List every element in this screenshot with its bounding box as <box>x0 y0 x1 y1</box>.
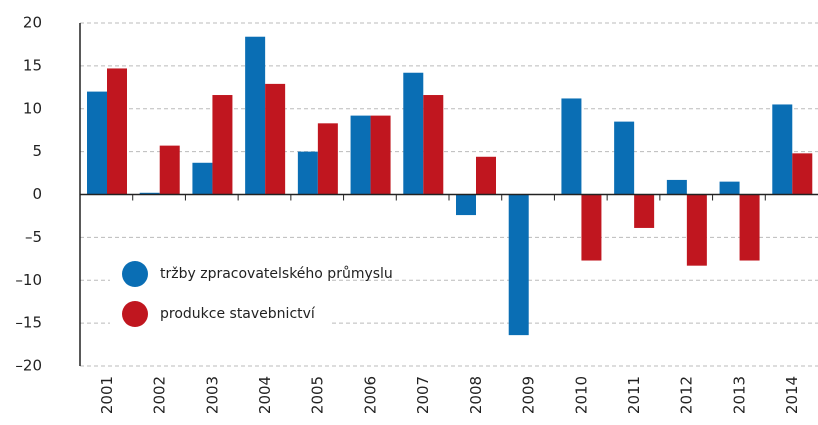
x-tick-label: 2005 <box>309 376 327 414</box>
legend-label: produkce stavebnictví <box>160 306 316 322</box>
bar <box>107 68 127 195</box>
legend-label: tržby zpracovatelského průmyslu <box>160 266 393 282</box>
bar <box>403 72 424 195</box>
x-tick-label: 2014 <box>783 376 801 414</box>
legend-marker <box>122 261 148 287</box>
bar <box>666 179 687 195</box>
x-tick-label: 2010 <box>572 376 590 414</box>
bar <box>772 104 793 195</box>
x-tick-label: 2009 <box>520 376 538 414</box>
y-tick-label: 15 <box>23 56 42 74</box>
bar <box>686 194 707 266</box>
y-tick-label: 10 <box>23 99 42 117</box>
bar <box>350 115 371 195</box>
bar <box>476 156 496 195</box>
bar <box>159 145 180 195</box>
y-tick-label: 5 <box>32 142 42 160</box>
y-tick-label: 0 <box>32 185 42 203</box>
bar <box>139 192 160 195</box>
bar <box>245 36 266 195</box>
bar <box>739 194 760 261</box>
x-tick-label: 2013 <box>730 376 748 414</box>
bar <box>212 95 233 195</box>
y-tick-label: –15 <box>15 314 42 332</box>
y-tick-label: –20 <box>15 357 42 375</box>
bar <box>561 98 582 195</box>
x-tick-label: 2012 <box>678 376 696 414</box>
x-tick-label: 2006 <box>361 376 379 414</box>
bar <box>317 123 338 195</box>
bar <box>265 83 286 195</box>
bar <box>614 121 635 195</box>
y-tick-label: 20 <box>23 14 42 32</box>
bar <box>370 115 391 195</box>
bar <box>423 95 444 195</box>
bar <box>297 151 318 195</box>
bar <box>456 194 476 216</box>
bar <box>87 91 107 195</box>
x-tick-label: 2011 <box>625 376 643 414</box>
x-tick-label: 2004 <box>256 376 274 414</box>
bar <box>581 194 602 261</box>
bar <box>634 194 655 228</box>
y-tick-label: –5 <box>25 228 42 246</box>
x-tick-label: 2008 <box>467 376 485 414</box>
bar <box>792 153 813 195</box>
legend-marker <box>122 301 148 327</box>
legend-box <box>110 254 332 336</box>
y-tick-label: –10 <box>15 271 42 289</box>
bar <box>719 181 740 195</box>
x-tick-label: 2001 <box>98 376 116 414</box>
x-tick-label: 2003 <box>203 376 221 414</box>
x-tick-label: 2002 <box>151 376 169 414</box>
bar <box>192 162 213 195</box>
bar <box>508 194 529 336</box>
x-tick-label: 2007 <box>414 376 432 414</box>
